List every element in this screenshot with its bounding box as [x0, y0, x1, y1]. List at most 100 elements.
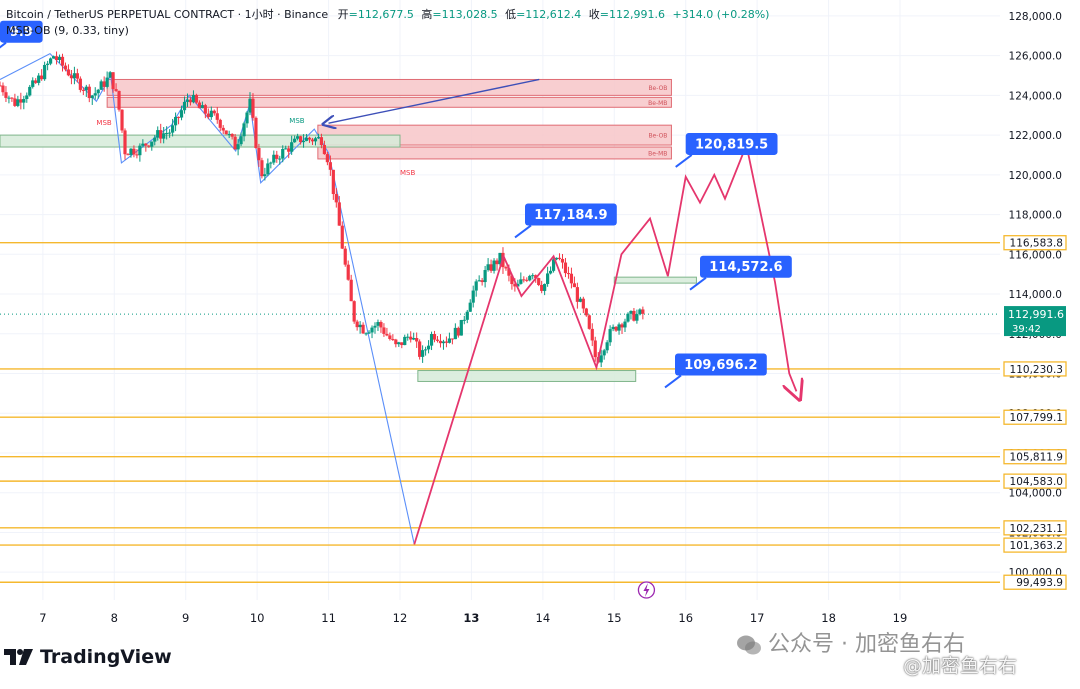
price-callout[interactable] [525, 203, 617, 226]
level-price-label: 99,493.9 [1016, 577, 1063, 589]
candle-body [546, 273, 550, 284]
candle-body [7, 97, 11, 99]
candle-body [126, 154, 130, 156]
candle-body [281, 148, 285, 159]
candle-body [13, 98, 17, 106]
indicator-legend[interactable]: MSB-OB (9, 0.33, tiny) [6, 24, 129, 37]
horizontal-levels [0, 242, 1000, 583]
corner-watermark: @加密鱼右右 [903, 655, 1018, 677]
candle-body [525, 279, 529, 281]
level-price-badge [1003, 537, 1067, 553]
candle-body [212, 110, 216, 114]
level-price-label: 101,363.2 [1010, 540, 1063, 552]
candle-body [543, 283, 547, 291]
candle-body [456, 327, 460, 336]
candle-body [173, 116, 178, 126]
candle-body [495, 260, 499, 265]
y-tick-label: 114,000.0 [1009, 289, 1062, 301]
level-price-label: 104,583.0 [1010, 476, 1063, 488]
candle-body [435, 339, 440, 341]
candle-body [450, 338, 454, 340]
candle-body [370, 327, 374, 333]
candle-body [349, 279, 353, 302]
wechat-watermark: 公众号 · 加密鱼右右 [736, 626, 965, 658]
candle-body [346, 264, 350, 280]
candle-body [379, 322, 383, 328]
candle-body [575, 287, 579, 302]
level-price-badge [1003, 235, 1067, 251]
projection-line [413, 141, 796, 545]
candle-body [310, 139, 315, 142]
candle-body [230, 133, 234, 137]
candle-body [278, 158, 282, 160]
candle-body [522, 279, 526, 281]
candle-body [355, 321, 359, 328]
candle-body [248, 98, 252, 113]
price-callout-label: 109,696.2 [684, 358, 757, 373]
candle-body [599, 355, 603, 363]
candle-body [215, 113, 219, 120]
candle-body [296, 136, 300, 139]
lightning-icon [643, 583, 650, 597]
candle-body [185, 99, 190, 102]
y-tick-label: 128,000.0 [1009, 11, 1062, 23]
candle-body [162, 133, 166, 139]
candle-body [43, 64, 47, 80]
zone-label: Be-OB [648, 133, 667, 140]
candle-body [176, 116, 181, 118]
level-price-label: 105,811.9 [1010, 452, 1063, 464]
price-callout[interactable] [700, 255, 792, 278]
candle-body [492, 260, 496, 271]
candle-body [293, 138, 297, 143]
candle-body [638, 309, 642, 315]
candle-body [361, 324, 365, 334]
candle-body [367, 332, 371, 334]
wechat-icon [736, 634, 762, 656]
x-tick-label: 11 [321, 611, 336, 625]
price-callout[interactable] [685, 132, 778, 155]
candle-body [245, 112, 249, 124]
candle-body [150, 141, 154, 147]
candle-body [409, 336, 413, 340]
tradingview-logo[interactable]: TradingView [4, 646, 172, 668]
zigzag-structure: MSB MSB MSB [0, 52, 415, 545]
level-price-label: 116,583.8 [1010, 238, 1063, 250]
candle-body [159, 130, 163, 139]
x-tick-label: 9 [182, 611, 189, 625]
candle-body [593, 340, 597, 358]
candle-body [179, 110, 184, 118]
level-price-badge [1003, 409, 1067, 425]
candle-body [418, 341, 422, 357]
price-callout-label: 120,819.5 [695, 137, 768, 152]
tradingview-logo-text: TradingView [40, 646, 172, 668]
price-callout[interactable] [675, 353, 767, 376]
candle-body [34, 80, 38, 83]
candle-body [635, 314, 639, 321]
msb-label: MSB [96, 119, 111, 127]
candle-body [513, 284, 517, 287]
candle-body [331, 169, 335, 195]
candle-body [611, 326, 615, 330]
candle-body [156, 130, 160, 138]
x-tick-label: 14 [536, 611, 551, 625]
candle-body [391, 338, 395, 340]
candle-body [557, 257, 562, 259]
candle-body [480, 280, 484, 283]
level-price-label: 110,230.3 [1010, 364, 1063, 376]
symbol-title: Bitcoin / TetherUS PERPETUAL CONTRACT · … [6, 8, 329, 21]
candle-body [31, 80, 35, 87]
candle-body [307, 137, 312, 140]
candle-body [498, 252, 502, 265]
candle-body [602, 350, 606, 356]
candle-body [209, 110, 213, 118]
price-callout[interactable] [0, 20, 43, 43]
candle-body [319, 137, 324, 146]
candle-body [641, 309, 645, 314]
bearish-zone [106, 78, 672, 96]
candle-body [572, 283, 577, 288]
candle-body [144, 143, 148, 146]
candle-body [57, 56, 62, 60]
candle-body [37, 75, 41, 83]
candle-body [376, 322, 380, 326]
x-tick-label: 10 [250, 611, 265, 625]
